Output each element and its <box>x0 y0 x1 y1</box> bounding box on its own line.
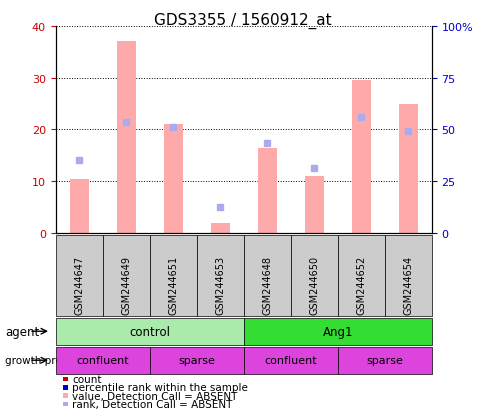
Text: Ang1: Ang1 <box>322 325 352 338</box>
Bar <box>398 104 417 233</box>
Bar <box>164 125 182 233</box>
Text: agent: agent <box>5 325 39 338</box>
Text: GSM244650: GSM244650 <box>309 255 318 314</box>
Text: GSM244654: GSM244654 <box>402 255 412 314</box>
Bar <box>351 81 370 233</box>
Text: GSM244653: GSM244653 <box>215 255 225 314</box>
Text: confluent: confluent <box>76 355 129 366</box>
Bar <box>70 179 89 233</box>
Text: GDS3355 / 1560912_at: GDS3355 / 1560912_at <box>153 12 331 28</box>
Text: GSM244647: GSM244647 <box>74 255 84 314</box>
Text: rank, Detection Call = ABSENT: rank, Detection Call = ABSENT <box>72 399 232 409</box>
Text: value, Detection Call = ABSENT: value, Detection Call = ABSENT <box>72 391 237 401</box>
Bar <box>304 177 323 233</box>
Text: percentile rank within the sample: percentile rank within the sample <box>72 382 248 392</box>
Text: count: count <box>72 374 102 384</box>
Text: GSM244651: GSM244651 <box>168 255 178 314</box>
Text: confluent: confluent <box>264 355 317 366</box>
Text: sparse: sparse <box>178 355 215 366</box>
Text: control: control <box>129 325 170 338</box>
Text: GSM244652: GSM244652 <box>355 255 365 314</box>
Text: sparse: sparse <box>365 355 402 366</box>
Text: GSM244648: GSM244648 <box>262 255 272 314</box>
Text: GSM244649: GSM244649 <box>121 255 131 314</box>
Bar <box>211 223 229 233</box>
Text: growth protocol: growth protocol <box>5 355 87 366</box>
Bar <box>117 42 136 233</box>
Bar <box>257 148 276 233</box>
